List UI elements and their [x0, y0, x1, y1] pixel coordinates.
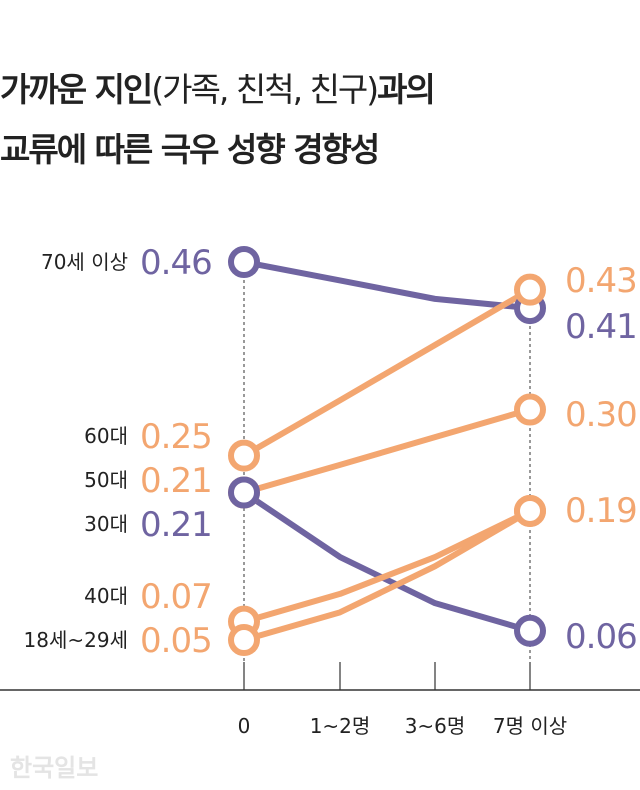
- data-point: [514, 393, 546, 426]
- watermark-logo: 한국일보: [10, 754, 99, 782]
- start-value-label: 0.25: [140, 417, 212, 457]
- title-line-2: 교류에 따른 극우 성향 경향성: [0, 130, 380, 169]
- data-point: [228, 439, 260, 472]
- data-point: [228, 624, 260, 657]
- x-tick-label: 1~2명: [310, 714, 371, 738]
- chart-title: 가까운 지인(가족, 친척, 친구)과의 교류에 따른 극우 성향 경향성: [0, 60, 436, 180]
- x-tick-label: 7명 이상: [493, 714, 567, 738]
- title-part: (가족, 친척, 친구): [151, 70, 379, 109]
- x-tick-label: 3~6명: [405, 714, 466, 738]
- series-label: 30대: [84, 512, 128, 536]
- series-label: 18세~29세: [24, 628, 128, 652]
- end-value-label: 0.43: [565, 261, 637, 301]
- data-point: [228, 476, 260, 509]
- data-point: [514, 494, 546, 527]
- data-point: [514, 614, 546, 647]
- series-line: [242, 287, 532, 459]
- start-value-label: 0.21: [140, 505, 212, 545]
- series-line: [242, 490, 531, 634]
- start-value-label: 0.05: [140, 621, 212, 661]
- start-value-label: 0.07: [140, 577, 212, 617]
- data-point: [514, 273, 546, 306]
- end-value-label: 0.06: [565, 617, 637, 657]
- x-tick-label: 0: [238, 714, 251, 738]
- series-label: 60대: [84, 424, 128, 448]
- data-point: [228, 246, 260, 278]
- series-line: [243, 259, 531, 312]
- series-label: 70세 이상: [41, 250, 128, 274]
- title-part: 가까운 지인: [0, 70, 153, 109]
- start-value-label: 0.46: [140, 243, 212, 283]
- series-label: 50대: [84, 468, 128, 492]
- series-line: [243, 508, 532, 643]
- series-line: [243, 406, 531, 496]
- series-label: 40대: [84, 584, 128, 608]
- series-line: [243, 508, 532, 625]
- start-value-label: 0.21: [140, 461, 212, 501]
- title-part: 과의: [377, 70, 436, 109]
- end-value-label: 0.41: [565, 307, 637, 347]
- end-value-label: 0.30: [565, 395, 637, 435]
- end-value-label: 0.19: [565, 491, 637, 531]
